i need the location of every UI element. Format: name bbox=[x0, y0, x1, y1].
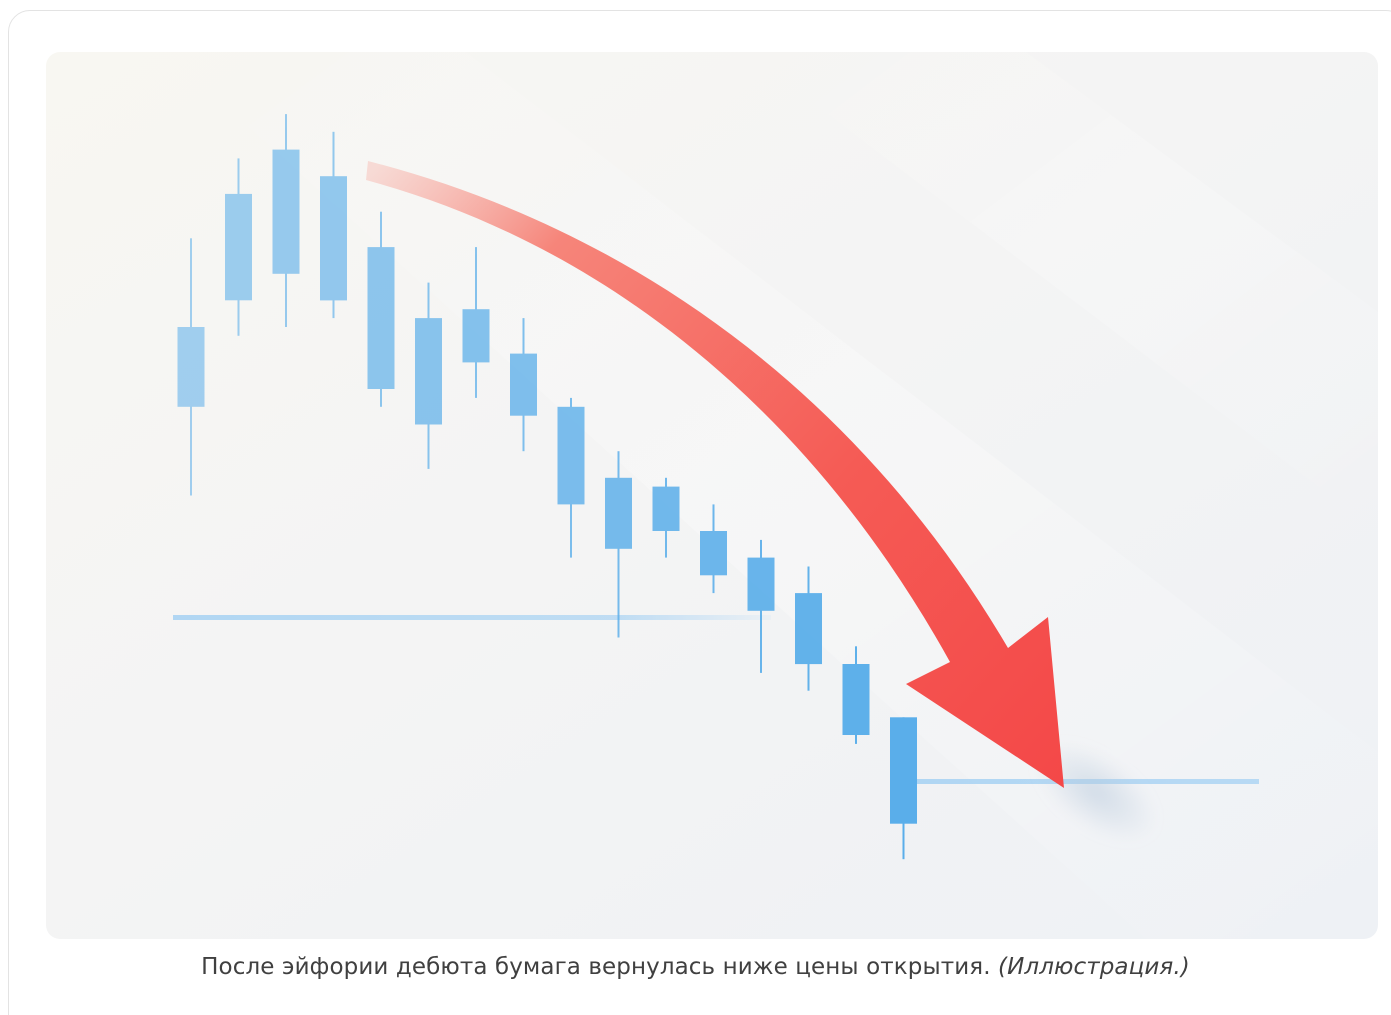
candle-body bbox=[510, 353, 537, 416]
candle-body bbox=[747, 557, 775, 611]
candle bbox=[795, 566, 822, 691]
illustration-canvas bbox=[46, 52, 1378, 939]
candle bbox=[890, 717, 917, 860]
arrow-shadow bbox=[1035, 742, 1157, 842]
candle bbox=[415, 282, 442, 469]
candle bbox=[747, 539, 775, 673]
candle bbox=[842, 646, 870, 744]
arrow-shape bbox=[366, 161, 1064, 788]
candlestick-series bbox=[177, 114, 917, 860]
light-sheen-2 bbox=[746, 52, 1378, 532]
candle-body bbox=[367, 247, 395, 389]
candle bbox=[510, 318, 537, 452]
candle bbox=[700, 504, 727, 594]
caption-note: (Иллюстрация.) bbox=[998, 954, 1190, 980]
candle bbox=[177, 238, 205, 496]
candle-body bbox=[652, 486, 680, 531]
opening-price-line bbox=[173, 615, 771, 620]
candle-body bbox=[700, 531, 727, 576]
candle-body bbox=[272, 149, 300, 274]
candle-body bbox=[795, 593, 822, 665]
light-sheen bbox=[166, 52, 1378, 939]
candle bbox=[320, 131, 347, 319]
falling-chart-illustration bbox=[46, 52, 1378, 939]
candle-body bbox=[415, 318, 442, 425]
figure-card bbox=[8, 10, 1391, 1015]
candle-body bbox=[225, 193, 252, 301]
candle-body bbox=[462, 309, 490, 363]
candle-body bbox=[842, 664, 870, 735]
candle bbox=[272, 114, 300, 327]
candle bbox=[557, 397, 585, 558]
candle bbox=[652, 477, 680, 558]
candle bbox=[462, 247, 490, 398]
candle-body bbox=[320, 176, 347, 301]
downward-arrow bbox=[366, 161, 1064, 788]
candle bbox=[605, 451, 632, 638]
candle-body bbox=[177, 327, 205, 407]
candle bbox=[225, 158, 252, 336]
caption-text: После эйфории дебюта бумага вернулась ни… bbox=[201, 954, 991, 980]
candle-body bbox=[557, 406, 585, 505]
candle-body bbox=[605, 477, 632, 549]
candle bbox=[367, 211, 395, 407]
figure-caption: После эйфории дебюта бумага вернулась ни… bbox=[0, 954, 1391, 980]
candle-body bbox=[890, 717, 917, 824]
